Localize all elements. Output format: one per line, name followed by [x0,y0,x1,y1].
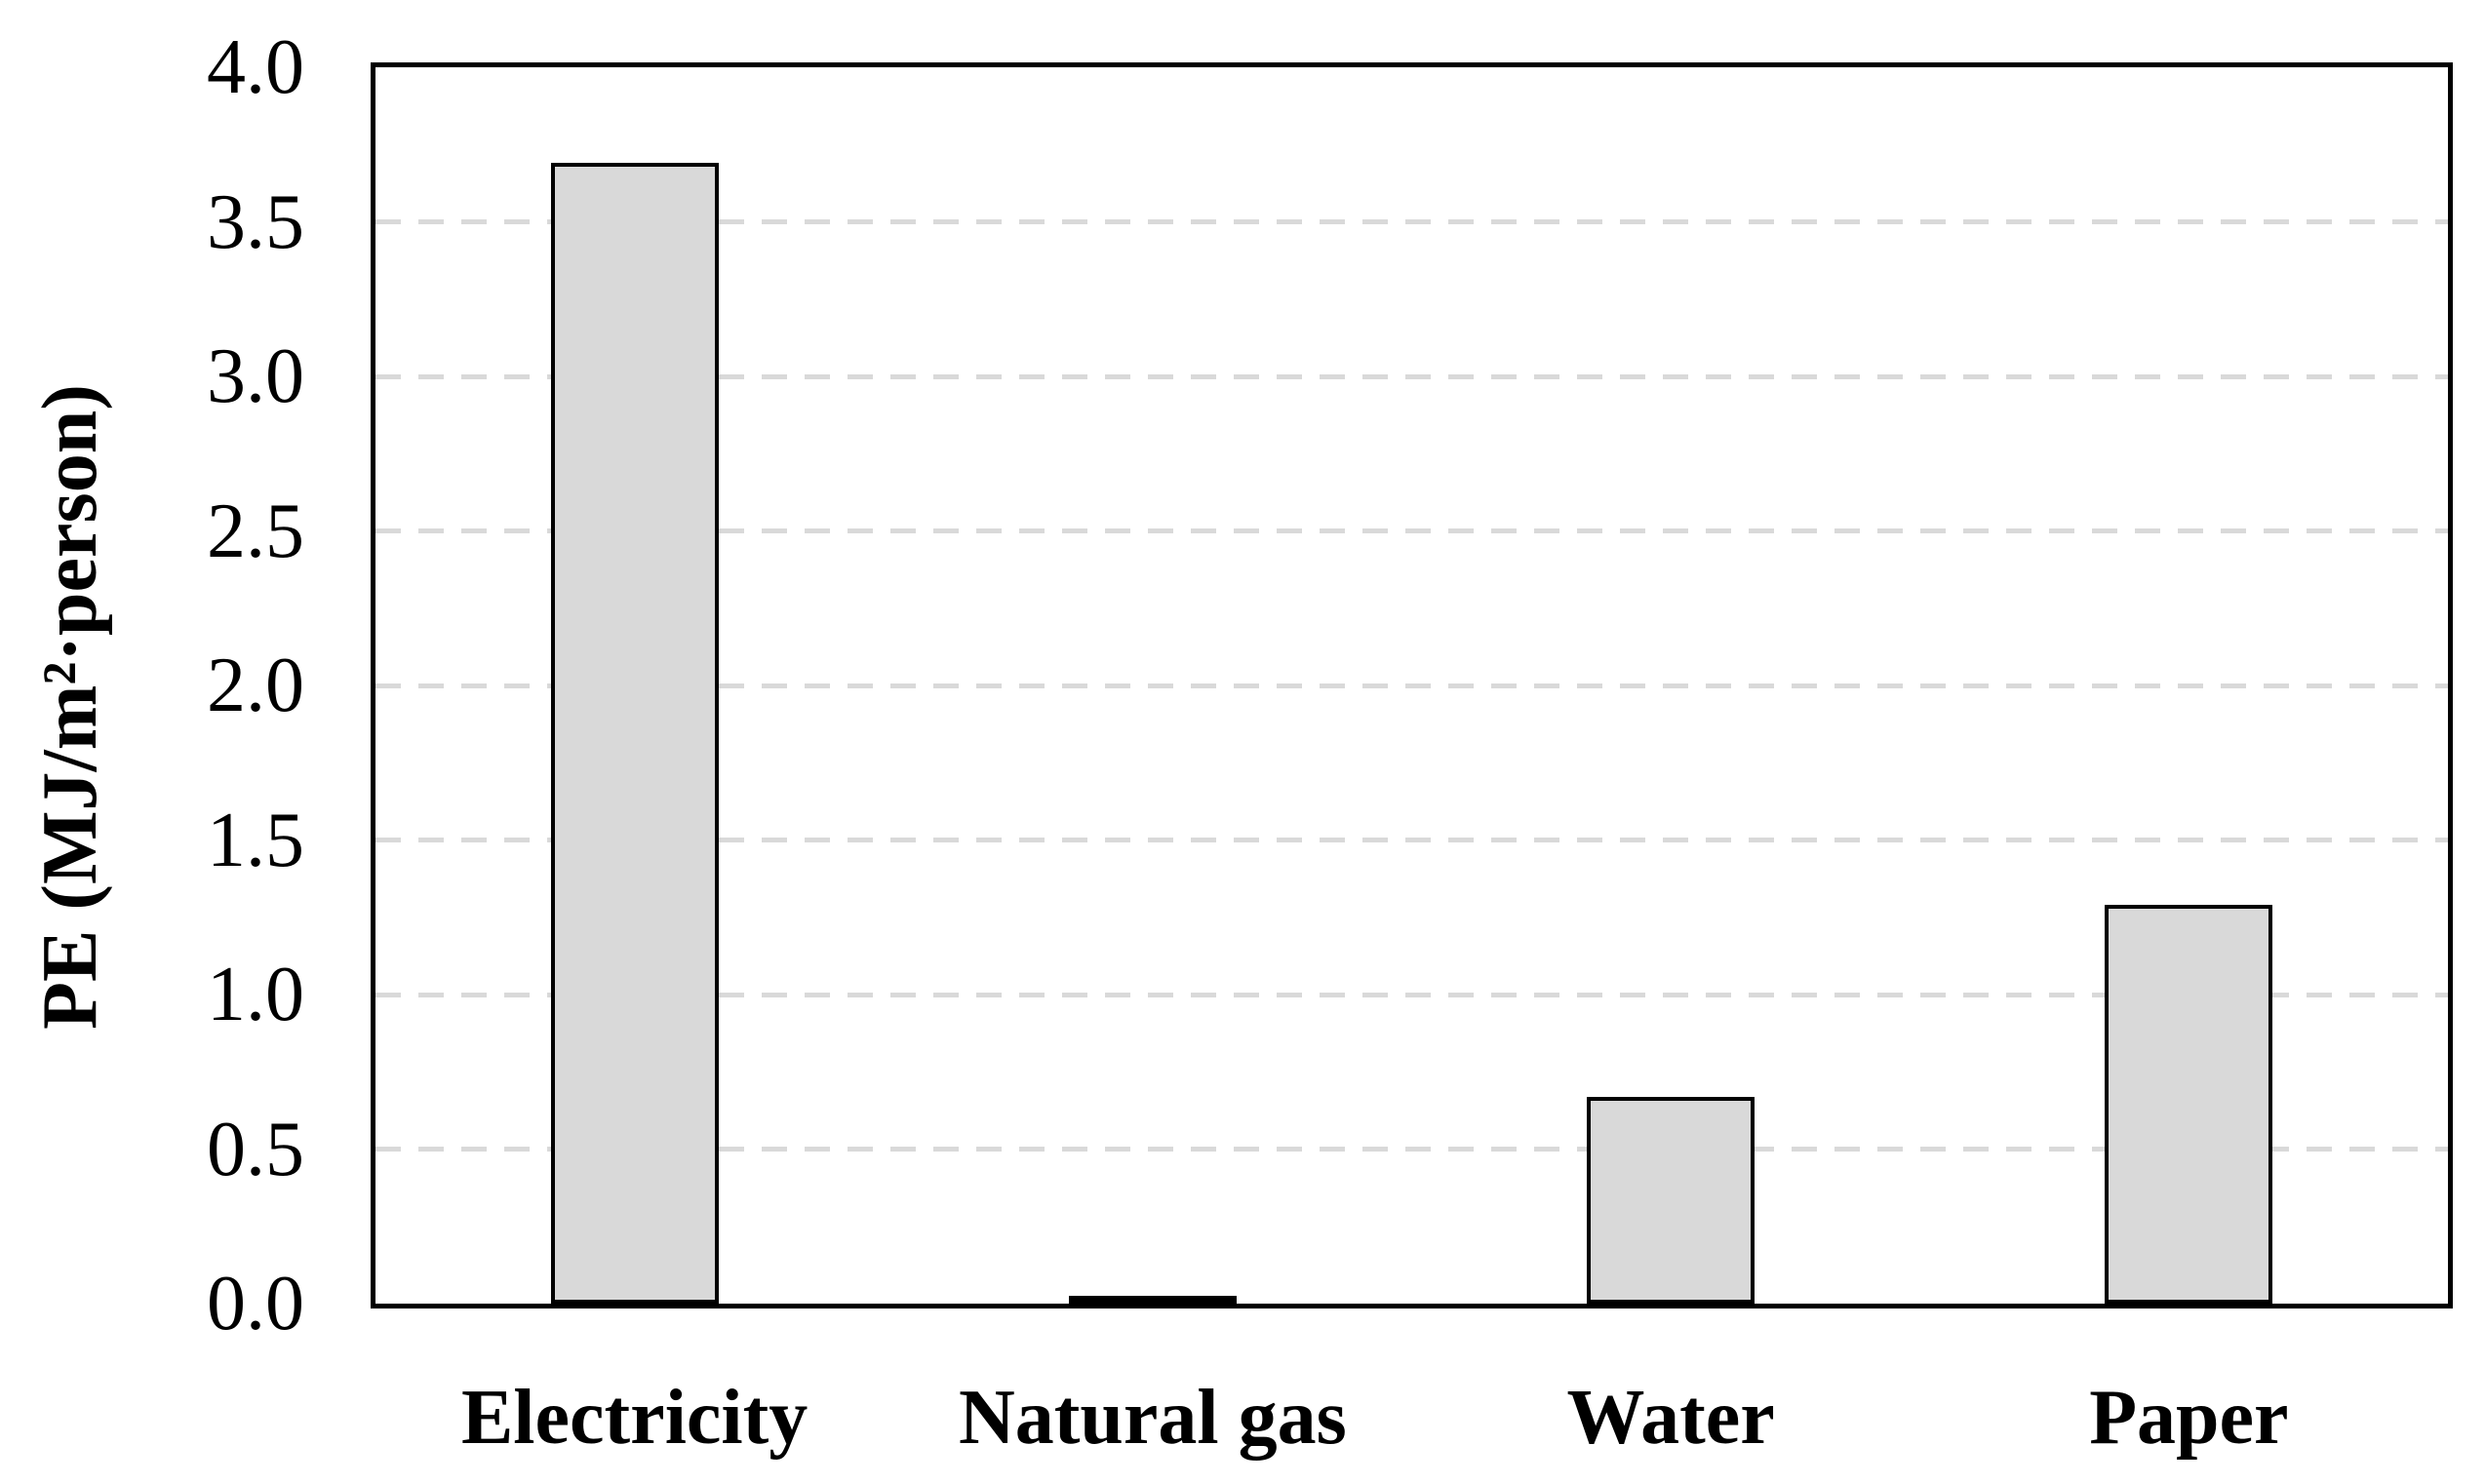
gridline-0.5 [375,1147,2448,1152]
gridline-2.5 [375,528,2448,533]
gridline-1.5 [375,838,2448,842]
x-category-label-paper: Paper [2089,1375,2289,1461]
y-tick-label-1.0: 1.0 [207,952,304,1037]
y-tick-label-0.5: 0.5 [207,1106,304,1192]
bar-electricity [550,163,719,1304]
y-tick-label-3.0: 3.0 [207,333,304,419]
x-category-label-electricity: Electricity [460,1375,809,1461]
y-tick-label-3.5: 3.5 [207,178,304,265]
y-tick-label-4.0: 4.0 [207,24,304,110]
gridline-3.0 [375,373,2448,379]
x-category-label-water: Water [1566,1375,1775,1461]
y-tick-label-2.5: 2.5 [207,488,304,574]
plot-area [371,62,2453,1308]
y-axis-tick-labels: 0.0 0.5 1.0 1.5 2.0 2.5 3.0 3.5 4.0 [0,28,304,1343]
x-category-label-natural-gas: Natural gas [958,1375,1347,1461]
gridline-3.5 [375,219,2448,224]
gridline-2.0 [375,683,2448,688]
y-tick-label-0.0: 0.0 [207,1261,304,1347]
y-tick-label-1.5: 1.5 [207,797,304,883]
gridline-1.0 [375,992,2448,997]
plot-inner [375,67,2448,1304]
bar-water [1587,1096,1755,1304]
bar-paper [2105,905,2273,1304]
y-tick-label-2.0: 2.0 [207,643,304,728]
bar-natural-gas [1068,1296,1237,1304]
